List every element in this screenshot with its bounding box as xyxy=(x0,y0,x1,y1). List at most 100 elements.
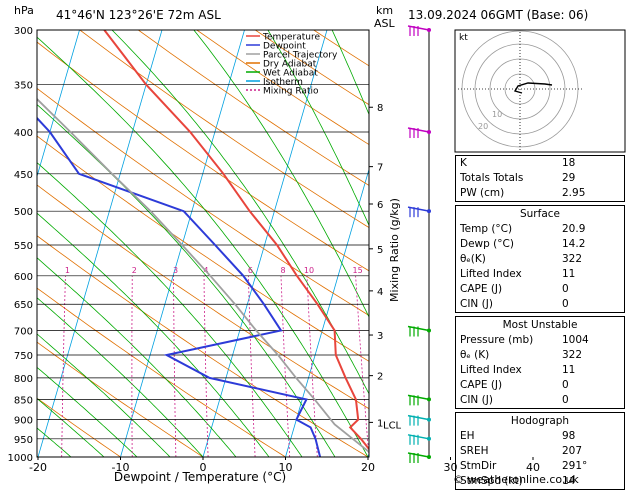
pressure-tick-label: 900 xyxy=(14,416,33,427)
stat-value: 0 xyxy=(562,297,620,312)
dry-adiabat-line xyxy=(0,30,451,457)
mixing-ratio-label: 25 xyxy=(416,266,426,275)
stat-value: 11 xyxy=(562,363,620,378)
km-tick-label: 5 xyxy=(377,245,383,256)
stat-row: CAPE (J) 0 xyxy=(456,378,624,393)
stat-row: θₑ(K)322 xyxy=(456,252,624,267)
stat-label: CAPE (J) xyxy=(460,378,502,393)
legend-label: Mixing Ratio xyxy=(263,87,319,97)
wind-barb-dot xyxy=(427,418,431,422)
stat-value: 291° xyxy=(562,459,620,474)
km-tick-label: 7 xyxy=(377,163,383,174)
pressure-tick-label: 500 xyxy=(14,207,33,218)
pressure-tick-label: 800 xyxy=(14,374,33,385)
stat-label: StmDir xyxy=(460,459,496,474)
stat-label: SREH xyxy=(460,444,489,459)
mixing-ratio-line xyxy=(204,276,208,457)
stat-row: SREH 207 xyxy=(456,444,624,459)
mixing-ratio-line xyxy=(420,276,438,457)
stat-value: 207 xyxy=(562,444,620,459)
mixing-ratio-label: 15 xyxy=(353,266,363,275)
wind-profile xyxy=(408,26,431,463)
stat-label: Totals Totals xyxy=(460,171,523,186)
stat-value: 0 xyxy=(562,378,620,393)
series-temperature xyxy=(104,30,375,457)
stat-row: CIN (J) 0 xyxy=(456,297,624,312)
isotherm-line xyxy=(121,30,245,457)
stat-label: CIN (J) xyxy=(460,297,493,312)
asl-unit-label: ASL xyxy=(374,17,396,30)
wet-adiabat-line xyxy=(0,30,302,457)
hodograph-unit-label: kt xyxy=(459,33,468,43)
stat-value: 98 xyxy=(562,429,620,444)
pressure-tick-label: 400 xyxy=(14,128,33,139)
stat-value: 18 xyxy=(562,156,620,171)
stat-value: 14.2 xyxy=(562,237,620,252)
stat-label: PW (cm) xyxy=(460,186,504,201)
stat-label: CAPE (J) xyxy=(460,282,502,297)
stat-label: θₑ (K) xyxy=(460,348,489,363)
stat-value: 0 xyxy=(562,393,620,408)
mixing-ratio-label: 3 xyxy=(173,266,178,275)
stat-row: Totals Totals 29 xyxy=(456,171,624,186)
stat-label: Lifted Index xyxy=(460,363,522,378)
stat-row: Pressure (mb)1004 xyxy=(456,333,624,348)
stat-row: CIN (J)0 xyxy=(456,393,624,408)
pressure-tick-label: 450 xyxy=(14,170,33,181)
km-tick-label: 3 xyxy=(377,331,383,342)
pressure-tick-label: 650 xyxy=(14,300,33,311)
stat-label: θₑ(K) xyxy=(460,252,486,267)
stat-value: 0 xyxy=(562,282,620,297)
stat-row: Temp (°C) 20.9 xyxy=(456,222,624,237)
lcl-label: LCL xyxy=(383,420,402,431)
dry-adiabat-line xyxy=(0,30,286,457)
wind-barb-dot xyxy=(427,130,431,134)
stat-value: 1004 xyxy=(562,333,620,348)
hodograph: kt 10 20 xyxy=(455,30,625,152)
pressure-tick-label: 700 xyxy=(14,327,33,338)
stat-label: Temp (°C) xyxy=(460,222,512,237)
x-axis-title: Dewpoint / Temperature (°C) xyxy=(114,470,286,484)
km-tick-label: 8 xyxy=(377,103,383,114)
wind-barb-dot xyxy=(427,28,431,32)
x-tick-label: 20 xyxy=(361,461,375,474)
pressure-unit-label: hPa xyxy=(14,4,34,17)
stat-row: θₑ (K) 322 xyxy=(456,348,624,363)
mixing-ratio-label: 2 xyxy=(132,266,137,275)
wind-barb-dot xyxy=(427,437,431,441)
hodograph-ring-label: 20 xyxy=(478,122,488,131)
km-tick-label: 4 xyxy=(377,287,383,298)
stat-value: 322 xyxy=(562,348,620,363)
km-tick-label: 2 xyxy=(377,372,383,383)
km-unit-label: km xyxy=(376,4,393,17)
wind-barb-dot xyxy=(427,397,431,401)
mixing-ratio-axis-title: Mixing Ratio (g/kg) xyxy=(388,198,401,302)
mixing-ratio-label: 1 xyxy=(65,266,70,275)
wet-adiabat-line xyxy=(0,30,71,457)
pressure-tick-label: 300 xyxy=(14,26,33,37)
stat-row: CAPE (J) 0 xyxy=(456,282,624,297)
pressure-tick-label: 600 xyxy=(14,272,33,283)
mixing-ratio-label: 8 xyxy=(280,266,285,275)
stat-label: K xyxy=(460,156,467,171)
stat-label: Dewp (°C) xyxy=(460,237,514,252)
stat-label: StmSpd (kt) xyxy=(460,474,523,489)
mixing-ratio-line xyxy=(281,276,290,457)
stat-value: 29 xyxy=(562,171,620,186)
stat-value: 20.9 xyxy=(562,222,620,237)
wind-barb-dot xyxy=(427,455,431,459)
wet-adiabat-line xyxy=(0,30,236,457)
stat-value: 2.95 xyxy=(562,186,620,201)
mixing-ratio-label: 6 xyxy=(248,266,253,275)
indices-box: K 18 Totals Totals 29 PW (cm) 2.95 xyxy=(455,155,625,202)
pressure-tick-label: 750 xyxy=(14,351,33,362)
x-tick-label: -20 xyxy=(29,461,47,474)
mixing-ratio-label: 10 xyxy=(304,266,314,275)
stat-row: PW (cm) 2.95 xyxy=(456,186,624,201)
hodograph-ring-label: 10 xyxy=(492,110,502,119)
isotherm-line xyxy=(0,30,80,457)
surface-title: Surface xyxy=(456,206,624,222)
pressure-tick-label: 850 xyxy=(14,395,33,406)
